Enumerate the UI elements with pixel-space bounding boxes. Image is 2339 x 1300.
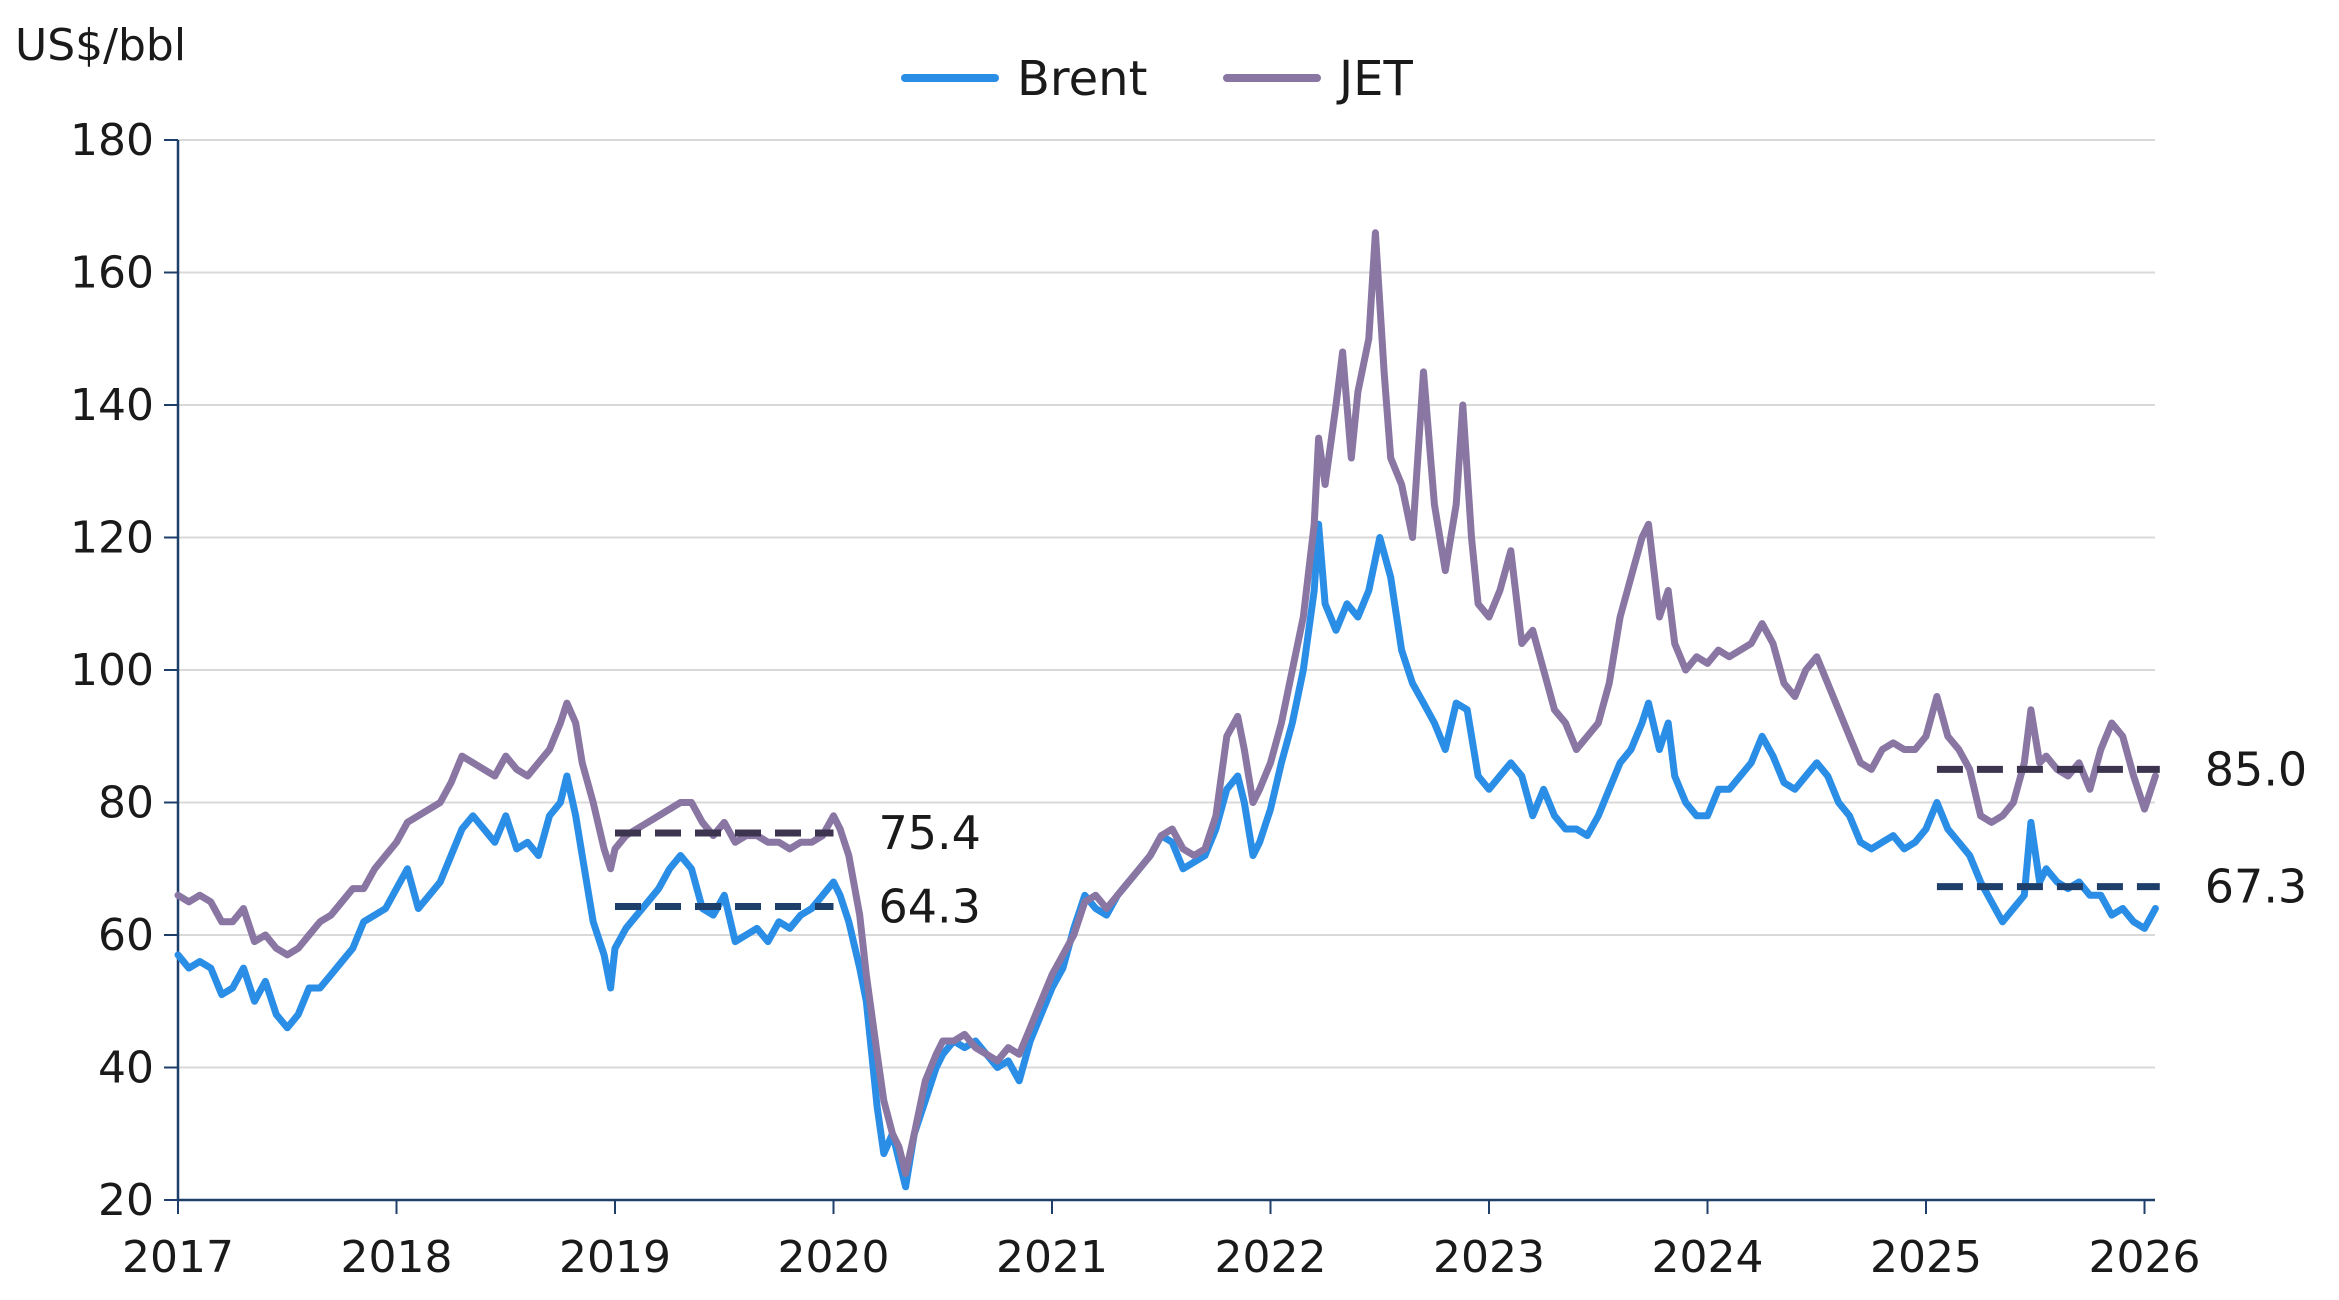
x-tick-label-2020: 2020 [778,1232,890,1283]
y-tick-label-140: 140 [70,380,154,431]
legend-label-brent: Brent [1017,51,1147,107]
average-label-jet-0: 75.4 [879,806,981,860]
y-tick-label-120: 120 [70,513,154,564]
average-label-brent-1: 64.3 [879,880,981,934]
y-tick-label-100: 100 [70,645,154,696]
legend: Brent JET [901,51,1413,107]
x-tick-label-2026: 2026 [2089,1232,2201,1283]
series-line-brent [174,520,2159,1191]
average-label-jet-2: 85.0 [2205,742,2307,796]
y-tick-label-20: 20 [98,1175,154,1226]
series-line-jet [174,229,2159,1177]
y-tick-label-40: 40 [98,1043,154,1094]
series-layer [174,229,2159,1191]
x-tick-label-2024: 2024 [1652,1232,1764,1283]
y-axis-unit-label: US$/bbl [15,20,186,71]
x-tick-label-2023: 2023 [1433,1232,1545,1283]
x-tick-label-2019: 2019 [559,1232,671,1283]
y-tick-label-180: 180 [70,115,154,166]
legend-label-jet: JET [1336,51,1413,107]
y-tick-label-160: 160 [70,248,154,299]
y-tick-label-60: 60 [98,910,154,961]
x-tick-label-2017: 2017 [122,1232,234,1283]
horizontal-gridlines [178,139,2155,1069]
axes: 20 40 60 80 100 120 140 160 180 2017 2018 2019 2020 2… [70,115,2200,1283]
x-tick-label-2021: 2021 [996,1232,1108,1283]
reference-lines: 75.4 64.3 85.0 67.3 [615,742,2307,934]
average-label-brent-3: 67.3 [2205,860,2307,914]
x-tick-label-2018: 2018 [341,1232,453,1283]
x-tick-label-2022: 2022 [1215,1232,1327,1283]
y-tick-label-80: 80 [98,778,154,829]
x-tick-label-2025: 2025 [1870,1232,1982,1283]
